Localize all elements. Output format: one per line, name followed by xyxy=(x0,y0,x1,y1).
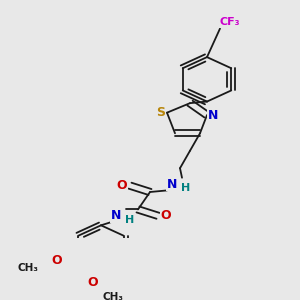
Text: N: N xyxy=(111,209,121,222)
Text: O: O xyxy=(51,254,62,267)
Text: H: H xyxy=(125,215,135,225)
Text: CH₃: CH₃ xyxy=(103,292,124,300)
Text: O: O xyxy=(161,209,171,222)
Text: N: N xyxy=(167,178,177,190)
Text: O: O xyxy=(88,276,98,289)
Text: H: H xyxy=(182,183,190,193)
Text: S: S xyxy=(157,106,166,119)
Text: N: N xyxy=(208,109,218,122)
Text: O: O xyxy=(117,179,127,192)
Text: CH₃: CH₃ xyxy=(18,263,39,273)
Text: CF₃: CF₃ xyxy=(220,17,240,27)
